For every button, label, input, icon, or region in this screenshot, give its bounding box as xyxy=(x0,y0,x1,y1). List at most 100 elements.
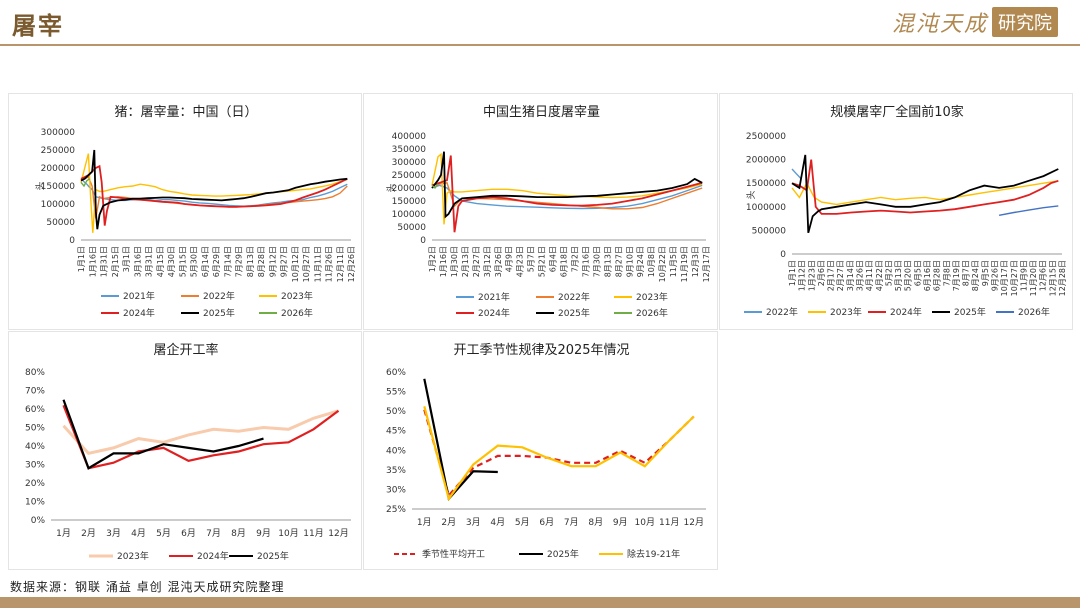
y-tick-label: 2500000 xyxy=(746,132,786,142)
legend-label: 2021年 xyxy=(478,291,510,303)
x-tick-label: 6月16日 xyxy=(923,260,932,291)
x-tick-label: 5月2日 xyxy=(884,260,893,286)
page-title: 屠宰 xyxy=(12,11,64,40)
y-axis-label: 头 xyxy=(35,181,46,190)
legend-label: 2023年 xyxy=(636,291,668,303)
legend-label: 2023年 xyxy=(830,306,862,318)
y-tick-label: 80% xyxy=(25,368,45,378)
series-line-2021年 xyxy=(431,184,703,210)
x-tick-label: 3月26日 xyxy=(494,246,503,277)
series-line-2023年 xyxy=(62,409,339,456)
logo-main-text: 混沌天成 xyxy=(891,12,988,37)
y-tick-label: 1000000 xyxy=(746,203,786,213)
footer-bar xyxy=(0,597,1080,608)
x-tick-label: 3月 xyxy=(106,528,121,539)
legend-label: 2026年 xyxy=(636,307,668,319)
series-line-2022年 xyxy=(791,168,802,179)
y-tick-label: 30% xyxy=(25,461,45,471)
y-tick-label: 40% xyxy=(25,442,45,452)
x-tick-label: 9月24日 xyxy=(636,246,645,277)
x-tick-label: 4月11日 xyxy=(865,260,874,291)
chart-title: 中国生猪日度屠宰量 xyxy=(483,104,600,120)
header: 屠宰 混沌天成 研究院 xyxy=(0,0,1080,46)
x-tick-label: 6月4日 xyxy=(549,246,558,272)
y-tick-label: 10% xyxy=(25,498,45,508)
x-tick-label: 8月 xyxy=(588,517,603,528)
x-tick-label: 5月15日 xyxy=(178,246,187,277)
x-tick-label: 2月 xyxy=(81,528,96,539)
y-axis-label: 头 xyxy=(746,190,757,199)
x-tick-label: 2月27日 xyxy=(836,260,845,291)
x-tick-label: 8月13日 xyxy=(246,246,255,277)
x-tick-label: 1月 xyxy=(417,517,432,528)
x-tick-label: 6月 xyxy=(539,517,554,528)
x-tick-label: 6月28日 xyxy=(933,260,942,291)
x-tick-label: 7月2日 xyxy=(570,246,579,272)
x-tick-label: 10月27日 xyxy=(1010,260,1019,296)
header-rule xyxy=(0,44,1080,46)
chart-panel-seasonality: 开工季节性规律及2025年情况 25% 30% 35% 40% 45% 50% 55% 60% 1… xyxy=(363,331,718,570)
x-tick-label: 1月30日 xyxy=(450,246,459,277)
y-tick-label: 50% xyxy=(25,424,45,434)
legend-label: 季节性平均开工 xyxy=(422,548,485,560)
y-tick-label: 1500000 xyxy=(746,179,786,189)
chart-panel-operating-rate: 屠企开工率 0% 10% 20% 30% 40% 50% 60% 70% 80% 1月 2月 3月 4月 5… xyxy=(8,331,362,570)
series-line-2026年 xyxy=(998,205,1059,216)
x-tick-label: 12月28日 xyxy=(1058,260,1067,296)
x-tick-label: 4月30日 xyxy=(167,246,176,277)
y-tick-label: 0 xyxy=(420,236,426,246)
y-tick-label: 0 xyxy=(69,236,75,246)
x-tick-label: 10月 xyxy=(635,517,655,528)
x-tick-label: 8月27日 xyxy=(614,246,623,277)
x-tick-label: 5月 xyxy=(156,528,171,539)
legend-label: 2024年 xyxy=(890,306,922,318)
chart-title: 规模屠宰厂全国前10家 xyxy=(830,104,964,120)
series-line-除去19-21年 xyxy=(423,406,695,502)
x-tick-label: 9月5日 xyxy=(981,260,990,286)
x-tick-label: 7月 xyxy=(564,517,579,528)
x-tick-label: 12月6日 xyxy=(1039,260,1048,291)
legend-label: 2022年 xyxy=(558,291,590,303)
y-tick-label: 55% xyxy=(386,388,406,398)
x-tick-label: 5月30日 xyxy=(190,246,199,277)
x-tick-label: 3月1日 xyxy=(122,246,131,272)
x-tick-label: 4月15日 xyxy=(156,246,165,277)
x-tick-label: 6月14日 xyxy=(201,246,210,277)
y-tick-label: 100000 xyxy=(41,200,76,210)
legend-label: 2023年 xyxy=(117,550,149,562)
x-tick-label: 4月22日 xyxy=(875,260,884,291)
x-tick-label: 6月18日 xyxy=(560,246,569,277)
legend-label: 2022年 xyxy=(203,290,235,302)
x-tick-label: 9月27日 xyxy=(280,246,289,277)
legend-label: 2025年 xyxy=(257,550,289,562)
x-tick-label: 9月 xyxy=(256,528,271,539)
x-tick-label: 10月8日 xyxy=(647,246,656,277)
x-tick-label: 10月12日 xyxy=(291,246,300,282)
series-line-2023年 xyxy=(80,153,348,233)
chart-title: 开工季节性规律及2025年情况 xyxy=(453,343,629,358)
x-tick-label: 12月26日 xyxy=(347,246,356,282)
legend-label: 2025年 xyxy=(954,306,986,318)
x-tick-label: 5月 xyxy=(515,517,530,528)
series-line-2024年 xyxy=(62,404,340,470)
legend-label: 2026年 xyxy=(1018,306,1050,318)
x-tick-label: 1月31日 xyxy=(100,246,109,277)
x-tick-label: 9月 xyxy=(613,517,628,528)
x-tick-label: 11月9日 xyxy=(1019,260,1028,291)
logo-box-text: 研究院 xyxy=(992,7,1058,37)
x-tick-label: 7月29日 xyxy=(235,246,244,277)
legend-label: 2024年 xyxy=(478,307,510,319)
x-tick-label: 3月16日 xyxy=(133,246,142,277)
y-tick-label: 50000 xyxy=(397,223,426,233)
chart-seasonality: 开工季节性规律及2025年情况 25% 30% 35% 40% 45% 50% 55% 60% 1… xyxy=(386,343,706,560)
y-tick-label: 200000 xyxy=(41,164,76,174)
y-tick-label: 300000 xyxy=(392,158,427,168)
chart-panel-daily-slaughter: 猪：屠宰量：中国（日） 0 50000 100000 150000 200000 25000… xyxy=(8,93,362,330)
x-tick-label: 2月15日 xyxy=(111,246,120,277)
x-tick-label: 2月17日 xyxy=(827,260,836,291)
x-tick-label: 3月31日 xyxy=(145,246,154,277)
series-line-2025年 xyxy=(791,154,1059,234)
x-tick-label: 7月16日 xyxy=(581,246,590,277)
y-tick-label: 250000 xyxy=(41,146,76,156)
y-tick-label: 35% xyxy=(386,466,406,476)
